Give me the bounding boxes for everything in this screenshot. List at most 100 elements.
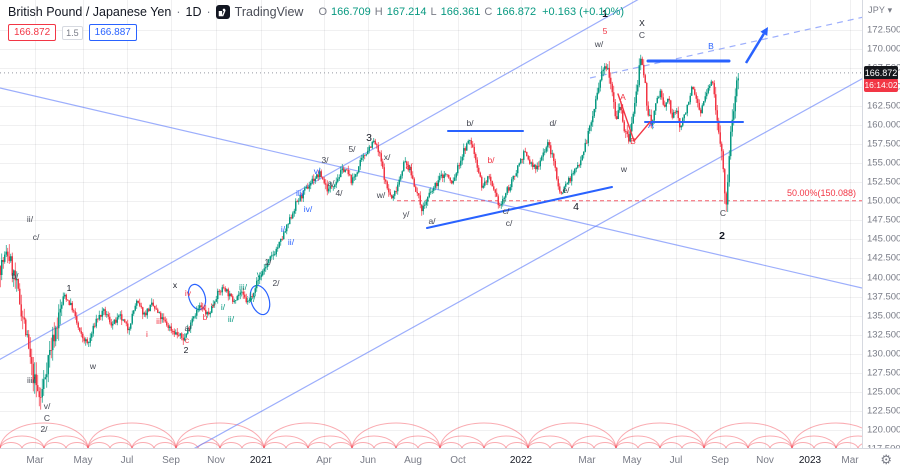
price-tick-label: 127.500 — [867, 367, 900, 379]
close-label: C — [484, 6, 493, 18]
time-tick-label: May — [73, 455, 93, 466]
wave-label: c/ — [503, 206, 510, 216]
price-tick-label: 157.500 — [867, 138, 900, 150]
wave-label: a/ — [327, 178, 335, 188]
wave-label: 3/ — [321, 155, 329, 165]
price-tick-label: 120.000 — [867, 424, 900, 436]
symbol-title[interactable]: British Pound / Japanese Yen — [8, 5, 172, 19]
chevron-down-icon: ▾ — [887, 5, 893, 15]
wave-label: v/ — [44, 401, 51, 411]
wave-label: w/ — [594, 39, 604, 49]
wave-label: v — [211, 300, 216, 310]
wave-label: A — [620, 92, 626, 102]
high-value: 167.214 — [386, 6, 427, 18]
price-axis-currency[interactable]: JPY ▾ — [868, 5, 893, 15]
price-tick-label: 155.000 — [867, 157, 900, 169]
separator-dot: · — [176, 5, 181, 19]
gear-icon[interactable]: ⚙ — [880, 452, 892, 467]
wave-label: C — [720, 208, 726, 218]
wave-label: w — [620, 164, 628, 174]
time-tick-label: Aug — [404, 455, 422, 466]
wave-label: c/ — [506, 218, 513, 228]
close-value: 166.872 — [496, 6, 537, 18]
wave-label: i/ — [221, 302, 226, 312]
wave-label: i — [146, 329, 148, 339]
time-tick-label: Jul — [669, 455, 683, 466]
wave-label: c/ — [33, 232, 40, 242]
wave-label: 2/ — [40, 424, 48, 434]
candles-layer — [0, 54, 739, 410]
time-tick-label: Jun — [359, 455, 377, 466]
price-tick-label: 122.500 — [867, 405, 900, 417]
time-tick-label: Nov — [756, 455, 774, 466]
timeframe-label[interactable]: 1D — [185, 5, 202, 19]
wave-label: 4/ — [335, 188, 343, 198]
wave-label: 3 — [366, 132, 372, 144]
wave-label: iv/ — [247, 294, 256, 304]
last-price-badge: 166.872 — [864, 65, 898, 80]
grid-layer — [0, 0, 862, 449]
time-tick-label: 2023 — [798, 455, 822, 466]
price-axis[interactable]: JPY ▾ 166.872 16:14:02 172.500170.000167… — [862, 0, 900, 454]
open-label: O — [318, 6, 328, 18]
wave-label: a/ — [184, 323, 192, 333]
wave-label: 2 — [184, 345, 189, 355]
tradingview-logo-icon[interactable] — [215, 5, 230, 19]
wave-label: v/ — [257, 269, 264, 279]
wave-label: 4 — [573, 201, 579, 213]
wave-label: i/ — [281, 224, 286, 234]
price-tick-label: 145.000 — [867, 233, 900, 245]
alert-price-flag-red[interactable]: 166.872 — [8, 24, 57, 41]
wave-label: iii/ — [27, 375, 36, 385]
price-tick-label: 147.500 — [867, 214, 900, 226]
open-value: 166.709 — [331, 6, 371, 18]
change-value: +0.163 (+0.10%) — [542, 6, 625, 18]
wave-label: w/ — [376, 190, 386, 200]
low-value: 166.361 — [440, 6, 481, 18]
time-tick-label: Mar — [578, 455, 596, 466]
price-tick-label: 150.000 — [867, 195, 900, 207]
time-tick-label: Sep — [162, 455, 180, 466]
wave-label: ii/ — [27, 214, 34, 224]
time-tick-label: Mar — [26, 455, 44, 466]
price-tick-label: 125.000 — [867, 386, 900, 398]
price-tick-label: 132.500 — [867, 329, 900, 341]
time-tick-label: Sep — [711, 455, 729, 466]
wave-label: B — [708, 41, 714, 51]
low-label: L — [430, 6, 437, 18]
wave-label: b/ — [487, 155, 495, 165]
wave-label: iv — [185, 288, 192, 298]
price-tick-label: 135.000 — [867, 310, 900, 322]
time-axis[interactable]: ⚙ Mar May Jul Sep Nov 2021 Apr Jun Aug Oct 2022 Mar… — [0, 448, 900, 473]
wave-label: C — [639, 30, 645, 40]
price-tick-label: 152.500 — [867, 176, 900, 188]
wave-label: 5/ — [348, 144, 356, 154]
wave-label: iii/ — [239, 282, 248, 292]
high-label: H — [374, 6, 383, 18]
wave-label: b — [203, 312, 208, 322]
price-tick-label: 160.000 — [867, 119, 900, 131]
wave-label: ii/ — [288, 237, 295, 247]
data-source-label[interactable]: TradingView — [234, 5, 304, 19]
wave-label: b/ — [466, 118, 474, 128]
risk-reward-flag[interactable]: 1.5 — [62, 25, 83, 40]
wave-label: X — [639, 18, 645, 28]
price-tick-label: 137.500 — [867, 291, 900, 303]
wave-label: iii — [156, 316, 162, 326]
wave-label: iv/ — [304, 204, 313, 214]
alert-price-flag-blue[interactable]: 166.887 — [88, 24, 137, 41]
wave-label: C — [44, 413, 50, 423]
time-tick-label: Nov — [207, 455, 225, 466]
projection-arrow — [744, 27, 768, 64]
wave-label: w — [89, 361, 97, 371]
price-tick-label: 130.000 — [867, 348, 900, 360]
wave-label: x — [173, 280, 178, 290]
time-tick-label: Apr — [316, 455, 332, 466]
wave-label: e/ — [562, 185, 570, 195]
wave-label: a/ — [428, 216, 436, 226]
wave-label: y/ — [403, 209, 410, 219]
separator-dot: · — [206, 5, 211, 19]
wave-label: A — [648, 120, 654, 130]
